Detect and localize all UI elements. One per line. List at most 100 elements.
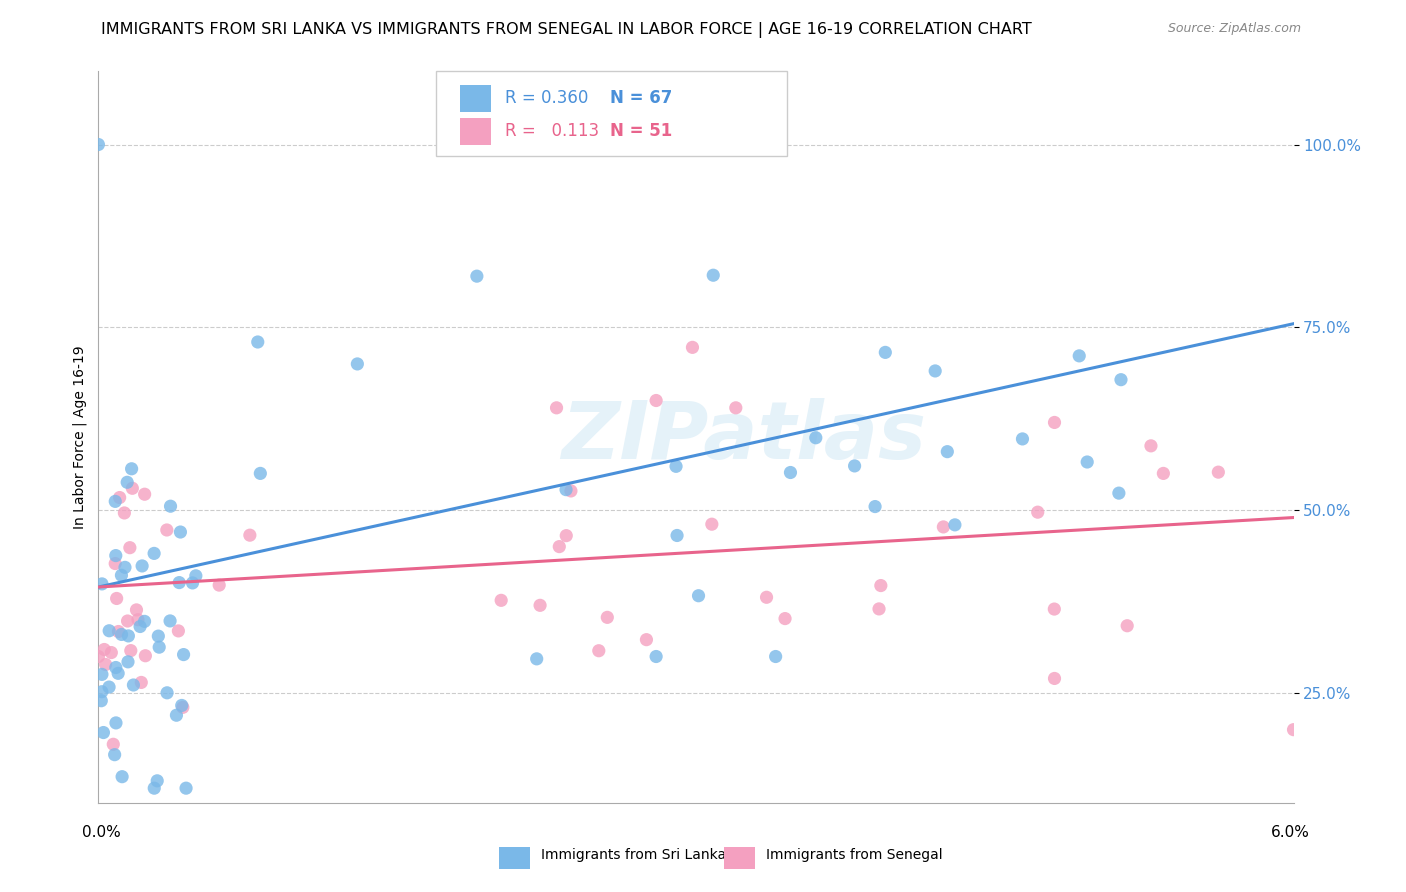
Point: [105, 591, 128, 606]
Point: [122, 678, 145, 692]
Point: [134, 615, 156, 629]
Text: Immigrants from Sri Lanka: Immigrants from Sri Lanka: [541, 848, 727, 863]
Point: [1108, 486, 1130, 500]
Point: [143, 546, 166, 560]
Point: [346, 357, 368, 371]
Text: Source: ZipAtlas.com: Source: ZipAtlas.com: [1167, 22, 1301, 36]
Point: [636, 632, 658, 647]
Y-axis label: In Labor Force | Age 16-19: In Labor Force | Age 16-19: [73, 345, 87, 529]
Point: [117, 614, 139, 628]
Point: [173, 648, 195, 662]
Point: [548, 540, 571, 554]
Point: [159, 500, 181, 514]
Text: 6.0%: 6.0%: [1271, 825, 1310, 839]
Point: [112, 506, 135, 520]
Point: [943, 517, 966, 532]
Point: [114, 560, 136, 574]
Point: [121, 481, 143, 495]
Point: [682, 340, 704, 354]
Point: [108, 491, 131, 505]
Point: [134, 487, 156, 501]
Point: [1282, 723, 1305, 737]
Point: [131, 558, 153, 573]
Point: [146, 773, 169, 788]
Point: [170, 698, 193, 713]
Point: [104, 715, 127, 730]
Point: [87, 137, 110, 152]
Point: [588, 644, 610, 658]
Point: [169, 524, 191, 539]
Point: [94, 657, 117, 672]
Point: [174, 781, 197, 796]
Point: [645, 393, 668, 408]
Point: [700, 517, 723, 532]
Point: [1208, 465, 1230, 479]
Point: [181, 575, 204, 590]
Point: [596, 610, 619, 624]
Point: [104, 660, 127, 674]
Point: [125, 603, 148, 617]
Point: [1069, 349, 1091, 363]
Point: [129, 619, 152, 633]
Text: N = 67: N = 67: [610, 89, 672, 107]
Point: [666, 528, 689, 542]
Point: [134, 648, 156, 663]
Point: [869, 578, 891, 592]
Text: ZIPatlas: ZIPatlas: [561, 398, 927, 476]
Point: [159, 614, 181, 628]
Point: [1043, 602, 1066, 616]
Point: [104, 747, 127, 762]
Point: [93, 642, 115, 657]
Text: N = 51: N = 51: [610, 122, 672, 140]
Point: [121, 462, 143, 476]
Point: [688, 589, 710, 603]
Point: [98, 624, 121, 638]
Text: R =   0.113: R = 0.113: [505, 122, 599, 140]
Point: [1043, 672, 1066, 686]
Point: [117, 629, 139, 643]
Point: [529, 599, 551, 613]
Point: [143, 781, 166, 796]
Point: [239, 528, 262, 542]
Text: Immigrants from Senegal: Immigrants from Senegal: [766, 848, 943, 863]
Point: [129, 675, 152, 690]
Point: [1116, 619, 1139, 633]
Point: [118, 541, 141, 555]
Point: [156, 686, 179, 700]
Point: [1043, 416, 1066, 430]
Point: [110, 568, 132, 582]
Point: [246, 334, 269, 349]
Point: [127, 613, 149, 627]
Point: [120, 643, 142, 657]
Point: [702, 268, 724, 283]
Point: [546, 401, 568, 415]
Point: [1011, 432, 1033, 446]
Point: [665, 459, 688, 474]
Point: [560, 483, 582, 498]
Point: [875, 345, 897, 359]
Point: [932, 520, 955, 534]
Point: [936, 444, 959, 458]
Point: [115, 475, 138, 490]
Point: [844, 458, 866, 473]
Point: [98, 680, 121, 694]
Point: [156, 523, 179, 537]
Point: [110, 627, 132, 641]
Point: [87, 649, 110, 664]
Point: [1152, 467, 1174, 481]
Point: [555, 483, 578, 497]
Point: [104, 557, 127, 571]
Point: [90, 684, 112, 698]
Point: [91, 577, 114, 591]
Point: [863, 500, 886, 514]
Point: [555, 528, 578, 542]
Point: [184, 569, 207, 583]
Point: [773, 611, 796, 625]
Point: [107, 624, 129, 639]
Point: [165, 708, 187, 723]
Point: [765, 649, 787, 664]
Point: [924, 364, 946, 378]
Text: R = 0.360: R = 0.360: [505, 89, 588, 107]
Point: [90, 667, 112, 681]
Point: [167, 624, 190, 638]
